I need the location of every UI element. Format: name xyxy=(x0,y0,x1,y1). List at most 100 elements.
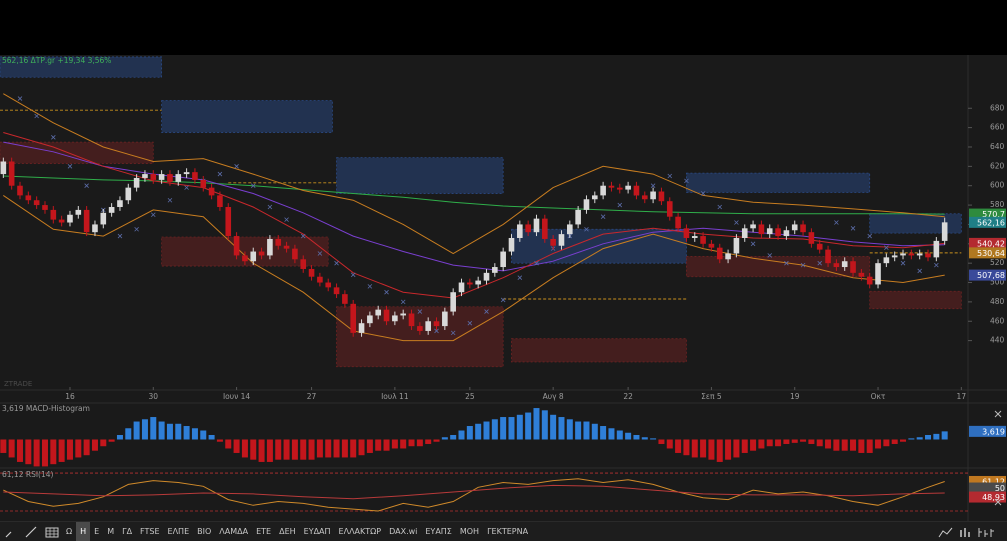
histogram-bar xyxy=(291,439,298,460)
sar-point xyxy=(817,260,823,266)
zone xyxy=(336,306,504,368)
histogram-bar xyxy=(300,439,307,460)
zone xyxy=(336,157,504,194)
candle-body xyxy=(258,251,265,256)
candle-body xyxy=(591,195,598,200)
sar-point xyxy=(867,233,872,239)
histogram-bar xyxy=(433,439,440,442)
sar-point xyxy=(150,212,156,218)
candle-body xyxy=(691,236,698,238)
sar-point xyxy=(234,164,239,169)
sar-point xyxy=(267,204,273,210)
price-tag-label: 540,42 xyxy=(977,239,1005,248)
histogram-bar xyxy=(775,439,782,447)
quick-button[interactable]: ΕΤΕ xyxy=(256,527,272,536)
chart-type-icons[interactable] xyxy=(937,525,1001,539)
quick-button[interactable]: Μ xyxy=(107,527,115,536)
histogram-bar xyxy=(283,439,290,460)
quick-button[interactable]: ΕΥΑΠΣ xyxy=(425,527,452,536)
histogram-bar xyxy=(758,439,765,449)
quick-button[interactable]: ΕΛΠΕ xyxy=(167,527,190,536)
zone xyxy=(511,228,687,264)
x-tick-label: Αυγ 8 xyxy=(543,392,564,401)
histogram-bar xyxy=(900,439,907,442)
candle-body xyxy=(633,185,640,196)
histogram-bar xyxy=(741,439,748,453)
candle-body xyxy=(308,268,315,277)
y-tick-label: 580 xyxy=(990,200,1005,209)
quick-button[interactable]: ΕΛΛΑΚΤΩΡ xyxy=(338,527,382,536)
histogram-bar xyxy=(833,439,840,451)
histogram-bar xyxy=(941,431,948,440)
quick-button[interactable]: ΜΟΗ xyxy=(459,527,480,536)
zone xyxy=(161,100,333,133)
quick-button[interactable]: DAX.wi xyxy=(389,527,418,536)
quick-button[interactable]: ΓΕΚΤΕΡΝΑ xyxy=(487,527,529,536)
histogram-bar xyxy=(750,439,757,451)
quick-button[interactable]: Ε xyxy=(94,527,100,536)
candle-body xyxy=(900,253,906,256)
histogram-bar xyxy=(566,419,573,440)
tool-icons[interactable] xyxy=(4,525,62,539)
quick-button[interactable]: Ω xyxy=(66,527,73,536)
histogram-bar xyxy=(483,421,490,440)
y-tick-label: 500 xyxy=(990,278,1005,287)
candle-body xyxy=(350,303,357,333)
candle-body xyxy=(150,174,157,180)
candle-body xyxy=(658,191,665,202)
candle-body xyxy=(716,247,723,260)
x-tick-label: Σεπ 5 xyxy=(701,392,722,401)
x-tick-label: 19 xyxy=(790,392,800,401)
quick-button[interactable]: Η xyxy=(76,522,91,541)
quick-button[interactable]: ΛΑΜΔΑ xyxy=(219,527,249,536)
candle-body xyxy=(125,187,132,201)
candle-body xyxy=(850,261,856,273)
histogram-bar xyxy=(408,439,415,447)
candle-body xyxy=(25,195,32,201)
candle-body xyxy=(100,212,107,225)
candle-body xyxy=(467,282,473,285)
candle-body xyxy=(766,228,773,235)
histogram-bar xyxy=(533,408,540,440)
sar-point xyxy=(350,272,356,278)
quick-button[interactable]: ΔΕΗ xyxy=(279,527,296,536)
histogram-bar xyxy=(658,439,665,444)
histogram-bar xyxy=(625,432,632,440)
histogram-bar xyxy=(66,439,73,460)
histogram-bar xyxy=(316,439,323,458)
candle-body xyxy=(417,326,423,331)
candle-body xyxy=(383,309,390,322)
zone xyxy=(0,56,163,78)
close-icon[interactable] xyxy=(994,410,1002,418)
quick-button[interactable]: FTSE xyxy=(140,527,160,536)
sar-point xyxy=(900,260,906,266)
rsi-panel xyxy=(0,472,968,512)
histogram-bar xyxy=(725,439,732,460)
candle-body xyxy=(225,207,232,237)
candle-body xyxy=(600,185,606,196)
close-icon[interactable] xyxy=(994,498,1002,506)
sar-point xyxy=(450,330,456,336)
histogram-bar xyxy=(591,423,598,440)
candle-body xyxy=(408,313,415,327)
sar-point xyxy=(117,233,123,239)
quick-button[interactable]: ΕΥΔΑΠ xyxy=(303,527,331,536)
candle-body xyxy=(558,234,565,246)
candle-body xyxy=(825,249,831,264)
histogram-bar xyxy=(916,437,923,440)
candle-body xyxy=(800,224,806,233)
histogram-bar xyxy=(875,439,882,449)
candle-body xyxy=(133,177,140,188)
price-tag xyxy=(969,482,1006,494)
rsi-line xyxy=(3,484,945,500)
quick-button[interactable]: ΒΙΟ xyxy=(197,527,212,536)
sar-point xyxy=(300,233,306,239)
candle-body xyxy=(175,174,182,182)
price-tag-label: 48,93 xyxy=(982,493,1005,502)
candle-body xyxy=(0,161,7,175)
candle-body xyxy=(283,245,290,249)
y-tick-label: 640 xyxy=(990,142,1005,151)
candle-body xyxy=(583,199,590,210)
quick-button[interactable]: ΓΔ xyxy=(122,527,133,536)
